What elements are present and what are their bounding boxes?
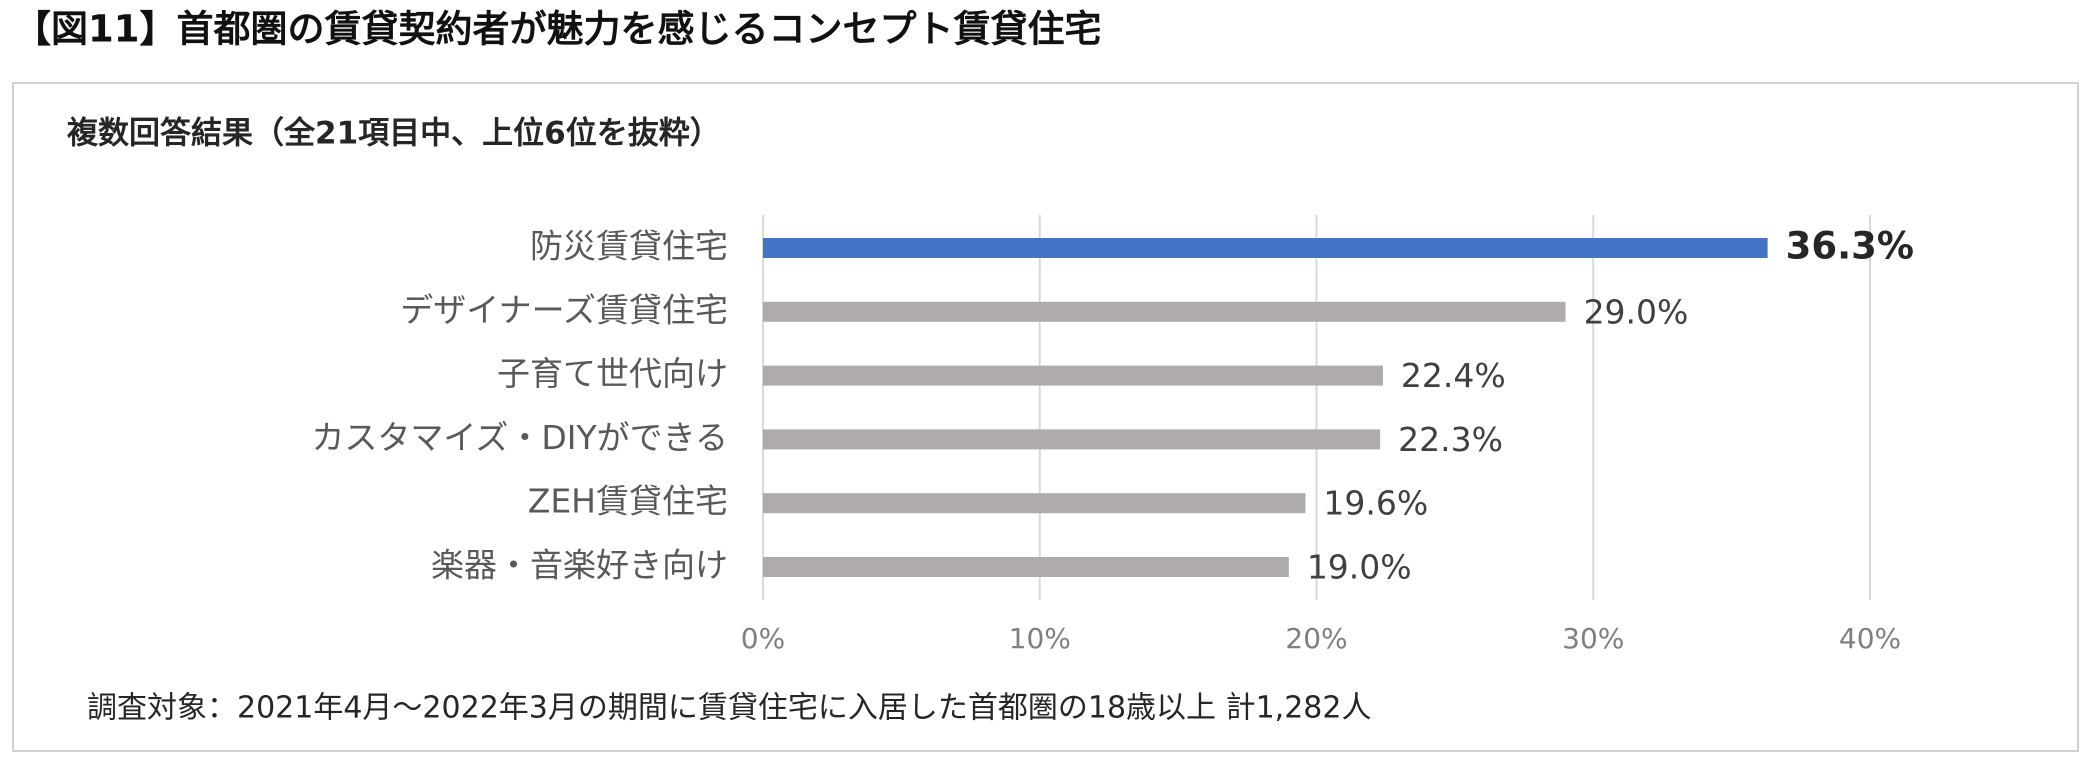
value-label: 22.3% [1398,420,1503,459]
x-tick-label: 20% [1285,622,1347,655]
footnote: 調査対象：2021年4月～2022年3月の期間に賃貸住宅に入居した首都圏の18歳… [87,691,1371,726]
bar [763,238,1768,258]
bar [763,557,1289,577]
x-tick-label: 40% [1839,622,1901,655]
value-label: 19.0% [1307,548,1412,587]
chart-frame [12,82,2079,752]
bar [763,301,1566,322]
value-label: 29.0% [1584,292,1689,331]
category-label: 楽器・音楽好き向け [431,546,728,585]
value-label: 22.4% [1401,356,1506,395]
value-label: 19.6% [1323,484,1428,523]
category-label: デザイナーズ賃貸住宅 [400,290,728,329]
category-label: カスタマイズ・DIYができる [311,418,728,457]
x-tick-label: 10% [1009,622,1071,655]
bar [763,429,1381,450]
category-label: 子育て世代向け [497,354,728,393]
category-label: 防災賃貸住宅 [530,227,728,266]
x-tick-label: 0% [741,622,785,655]
category-label: ZEH賃貸住宅 [528,482,728,521]
x-tick-label: 30% [1562,622,1624,655]
bar [763,493,1306,514]
value-label: 36.3% [1786,225,1914,268]
bar [763,365,1383,386]
chart-subtitle: 複数回答結果（全21項目中、上位6位を抜粋） [67,116,721,152]
page-title: 【図11】首都圏の賃貸契約者が魅力を感じるコンセプト賃貸住宅 [14,8,1102,51]
